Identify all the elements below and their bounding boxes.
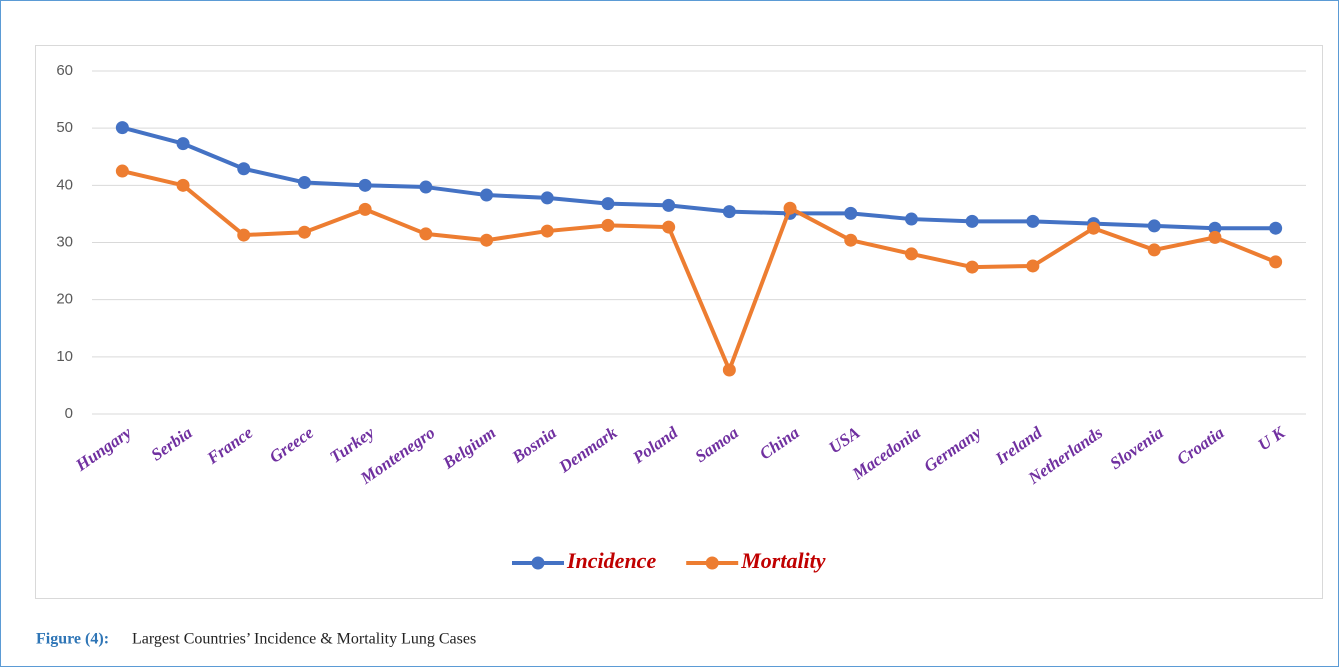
data-point: [540, 224, 554, 238]
y-tick-label: 20: [56, 291, 73, 308]
data-point: [480, 188, 494, 202]
data-point: [297, 225, 311, 239]
y-tick-label: 0: [65, 405, 73, 422]
data-point: [965, 214, 979, 228]
data-point: [1269, 221, 1283, 235]
data-point: [237, 162, 251, 176]
series-line: [121, 169, 1277, 372]
legend-marker: [531, 556, 545, 570]
data-point: [904, 247, 918, 261]
data-point: [1147, 219, 1161, 233]
series-line: [121, 125, 1276, 231]
data-point: [1147, 243, 1161, 257]
y-tick-label: 40: [56, 176, 73, 193]
caption-label: Figure (4):: [36, 631, 109, 648]
data-point: [419, 227, 433, 241]
data-point: [722, 363, 736, 377]
data-point: [722, 205, 736, 219]
data-point: [1269, 255, 1283, 269]
data-point: [358, 202, 372, 216]
data-point: [662, 198, 676, 212]
data-point: [783, 201, 797, 215]
data-point: [1208, 230, 1222, 244]
y-tick-label: 60: [56, 62, 73, 79]
data-point: [540, 191, 554, 205]
data-point: [115, 164, 129, 178]
legend-marker: [705, 556, 719, 570]
data-point: [844, 233, 858, 247]
y-tick-label: 30: [56, 233, 73, 250]
y-tick-label: 10: [56, 348, 73, 365]
data-point: [1087, 221, 1101, 235]
legend-label: Incidence: [566, 548, 656, 573]
data-point: [601, 218, 615, 232]
data-point: [844, 206, 858, 220]
data-point: [419, 180, 433, 194]
data-point: [358, 178, 372, 192]
data-point: [480, 233, 494, 247]
data-point: [176, 137, 190, 151]
data-point: [176, 178, 190, 192]
legend-label: Mortality: [740, 548, 826, 573]
data-point: [1208, 221, 1222, 235]
data-point: [1026, 259, 1040, 273]
data-point: [1026, 214, 1040, 228]
data-point: [297, 175, 311, 189]
data-point: [115, 121, 129, 135]
data-point: [601, 197, 615, 211]
chart-border: [35, 45, 1323, 599]
data-point: [904, 212, 918, 226]
data-point: [237, 228, 251, 242]
data-point: [965, 260, 979, 274]
caption-text: Largest Countries’ Incidence & Mortality…: [132, 631, 476, 648]
y-tick-label: 50: [56, 119, 73, 136]
data-point: [662, 220, 676, 234]
